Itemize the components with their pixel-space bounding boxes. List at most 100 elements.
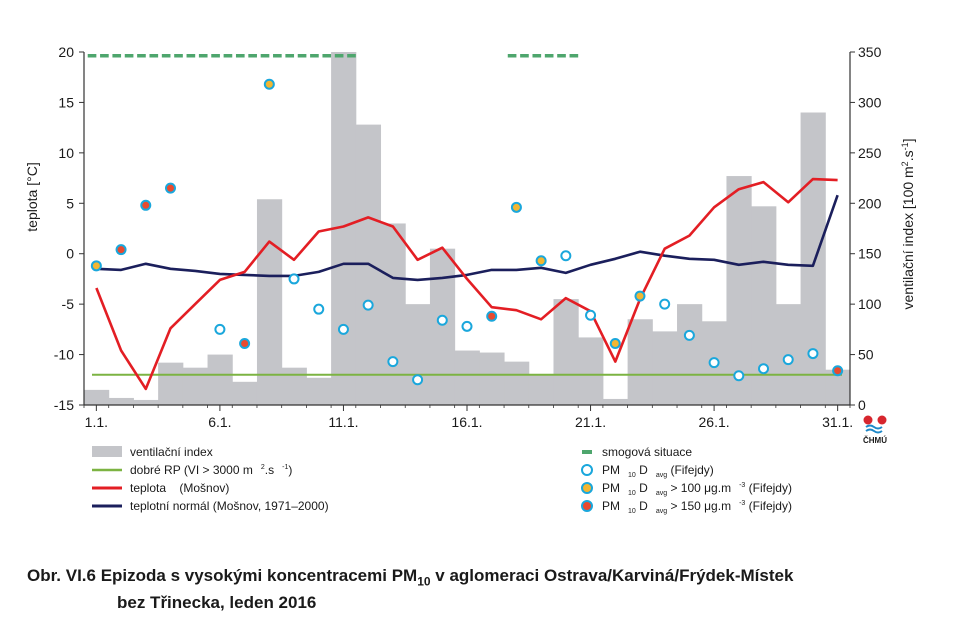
smog-marker xyxy=(112,54,122,58)
ventilation-bar xyxy=(677,304,703,405)
pm10-point xyxy=(634,290,646,302)
pm10-point xyxy=(807,348,819,360)
y-axis-right-label: ventilační index [100 m2.s-1] xyxy=(900,138,916,309)
pm10-point xyxy=(659,298,671,310)
ventilation-bar xyxy=(429,248,456,405)
legend-smog-label: smogová situace xyxy=(602,445,693,459)
y-right-tick-label: 350 xyxy=(858,44,882,60)
x-tick-label: 11.1. xyxy=(328,414,358,430)
pm10-point xyxy=(461,320,473,332)
pm10-point xyxy=(436,314,448,326)
legend-threshold: dobré RP (VI > 3000 m 2.s -1) xyxy=(92,461,292,479)
ventilation-bar xyxy=(256,199,283,405)
pm10-point xyxy=(164,182,176,194)
ventilation-bar xyxy=(133,399,159,405)
smog-marker xyxy=(557,54,566,58)
pm10-point xyxy=(140,199,152,211)
smog-marker xyxy=(248,54,257,58)
ventilation-bar xyxy=(578,337,604,405)
y-left-tick-label: 0 xyxy=(66,246,74,262)
smog-marker xyxy=(137,54,146,58)
smog-marker xyxy=(310,54,319,58)
smog-marker xyxy=(297,54,307,58)
y-right-tick-label: 0 xyxy=(858,397,866,413)
y-right-tick-label: 50 xyxy=(858,347,874,363)
smog-marker xyxy=(100,54,109,58)
ventilation-bar xyxy=(800,112,826,405)
ventilation-bar xyxy=(528,374,554,405)
pm10-point xyxy=(313,303,325,315)
y-right-tick-label: 300 xyxy=(858,94,882,110)
smog-marker xyxy=(223,54,233,58)
ventilation-bar xyxy=(306,377,332,405)
legend-temperature-label: teplota (Mošnov) xyxy=(130,481,230,495)
pm10-points xyxy=(90,78,844,386)
ventilation-bar xyxy=(454,350,480,405)
y-right-tick-label: 150 xyxy=(858,246,882,262)
ventilation-bar xyxy=(504,361,530,405)
ventilation-bar xyxy=(602,398,629,405)
pm10-point xyxy=(486,310,498,322)
x-tick-label: 21.1. xyxy=(575,414,606,430)
smog-marker xyxy=(124,54,134,58)
pm10-point xyxy=(288,273,300,285)
pm10-point xyxy=(733,370,745,382)
pm10-point xyxy=(337,323,349,335)
chmu-logo: ČHMÚ xyxy=(863,415,887,445)
ventilation-bar xyxy=(479,352,505,405)
pm10-point xyxy=(585,309,597,321)
pm10-point xyxy=(683,329,695,341)
x-tick-label: 16.1. xyxy=(451,414,482,430)
pm10-point xyxy=(832,365,844,377)
y-left-tick-label: 10 xyxy=(58,145,74,161)
smog-marker xyxy=(520,54,529,58)
smog-marker xyxy=(174,54,183,58)
temperature-line xyxy=(95,177,838,391)
legend-smog: smogová situace xyxy=(580,443,692,461)
smog-marker xyxy=(235,54,245,58)
y-left-tick-label: -10 xyxy=(54,347,74,363)
y-left-tick-label: -5 xyxy=(62,296,75,312)
ventilation-bar xyxy=(207,354,233,405)
smog-marker xyxy=(322,54,332,58)
pm10-point xyxy=(510,201,522,213)
smog-marker xyxy=(544,54,554,58)
legend-threshold-label: dobré RP (VI > 3000 m 2.s -1) xyxy=(130,463,293,477)
figure-caption: Obr. VI.6 Epizoda s vysokými koncentrace… xyxy=(27,565,793,613)
smog-marker xyxy=(569,54,579,58)
smog-marker xyxy=(285,54,295,58)
x-tick-label: 31.1. xyxy=(822,414,853,430)
legend-ventilation: ventilační index xyxy=(92,443,213,461)
legend-temperature-normal-label: teplotní normál (Mošnov, 1971–2000) xyxy=(130,499,329,513)
smog-marker xyxy=(334,54,344,58)
pm10-point xyxy=(214,323,226,335)
ventilation-bar xyxy=(281,367,307,405)
pm10-point xyxy=(535,255,547,267)
pm10-point xyxy=(263,78,275,90)
legend-temperature-normal: teplotní normál (Mošnov, 1971–2000) xyxy=(92,497,329,515)
smog-situation-markers xyxy=(87,54,579,58)
y-right-tick-label: 100 xyxy=(858,296,882,312)
pm10-point xyxy=(115,244,127,256)
legend-temperature: teplota (Mošnov) xyxy=(92,479,229,497)
smog-marker xyxy=(507,54,517,58)
pm10-point xyxy=(362,299,374,311)
smog-marker xyxy=(347,54,356,58)
smog-marker xyxy=(161,54,171,58)
smog-marker xyxy=(87,54,97,58)
smog-marker xyxy=(273,54,282,58)
ventilation-bar xyxy=(380,223,406,405)
x-tick-label: 6.1. xyxy=(208,414,231,430)
pm10-point xyxy=(758,363,770,375)
pm10-point xyxy=(609,337,621,349)
smog-marker xyxy=(532,54,542,58)
pm10-point xyxy=(708,357,720,369)
caption-line1: Obr. VI.6 Epizoda s vysokými koncentrace… xyxy=(27,566,794,589)
smog-marker xyxy=(186,54,196,58)
legend-ventilation-label: ventilační index xyxy=(130,445,213,459)
smog-marker xyxy=(211,54,220,58)
